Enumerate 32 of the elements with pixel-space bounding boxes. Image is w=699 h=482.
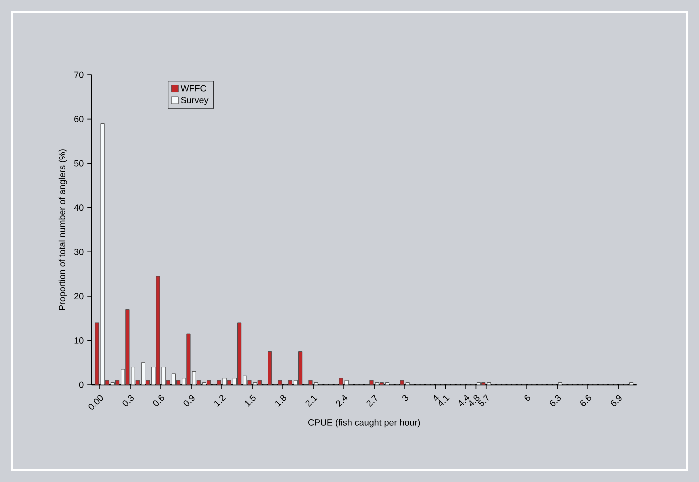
x-tick-label: 2.4 (336, 395, 348, 408)
x-tick-label: 0.00 (88, 395, 104, 410)
y-tick-label: 60 (74, 116, 84, 122)
x-tick-label: 4 (434, 395, 440, 401)
legend-label: Survey (181, 97, 209, 106)
y-tick-label: 20 (74, 293, 84, 300)
x-tick-label: 6.9 (611, 395, 622, 406)
x-tick-label: 2.1 (306, 396, 318, 408)
x-tick-label: 1.8 (276, 395, 287, 407)
x-axis-title: CPUE (fish caught per hour) (308, 419, 420, 428)
x-tick-label: 5.7 (478, 394, 489, 406)
x-tick-label: 0.3 (122, 395, 134, 406)
x-tick-label: 2.7 (366, 394, 378, 408)
y-tick-label: 30 (74, 248, 84, 256)
x-tick-label: 6.3 (550, 395, 562, 406)
x-tick-label: 0.9 (184, 395, 195, 406)
legend-label: WFFC (180, 85, 206, 92)
x-tick-label: 4.8 (470, 395, 480, 406)
y-tick-label: 40 (74, 204, 84, 212)
y-tick-label: 0 (79, 382, 84, 388)
x-tick-label: 1.5 (245, 394, 256, 407)
x-tick-label: 0.6 (153, 395, 164, 406)
y-axis-title: Proportion of total number of anglers (%) (58, 150, 68, 310)
x-tick-label: 3 (402, 395, 409, 402)
x-tick-label: 1.2 (214, 395, 226, 407)
x-tick-label: 6.6 (580, 395, 592, 406)
y-tick-label: 50 (74, 160, 84, 167)
x-tick-label: 4.4 (459, 395, 470, 406)
y-tick-label: 10 (74, 338, 84, 344)
x-tick-label: 6 (524, 395, 530, 402)
y-tick-label: 70 (74, 72, 84, 78)
x-tick-label: 4.1 (439, 396, 450, 406)
